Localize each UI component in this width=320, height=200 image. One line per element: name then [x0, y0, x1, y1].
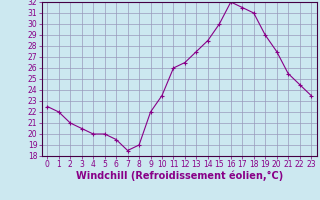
X-axis label: Windchill (Refroidissement éolien,°C): Windchill (Refroidissement éolien,°C)	[76, 171, 283, 181]
